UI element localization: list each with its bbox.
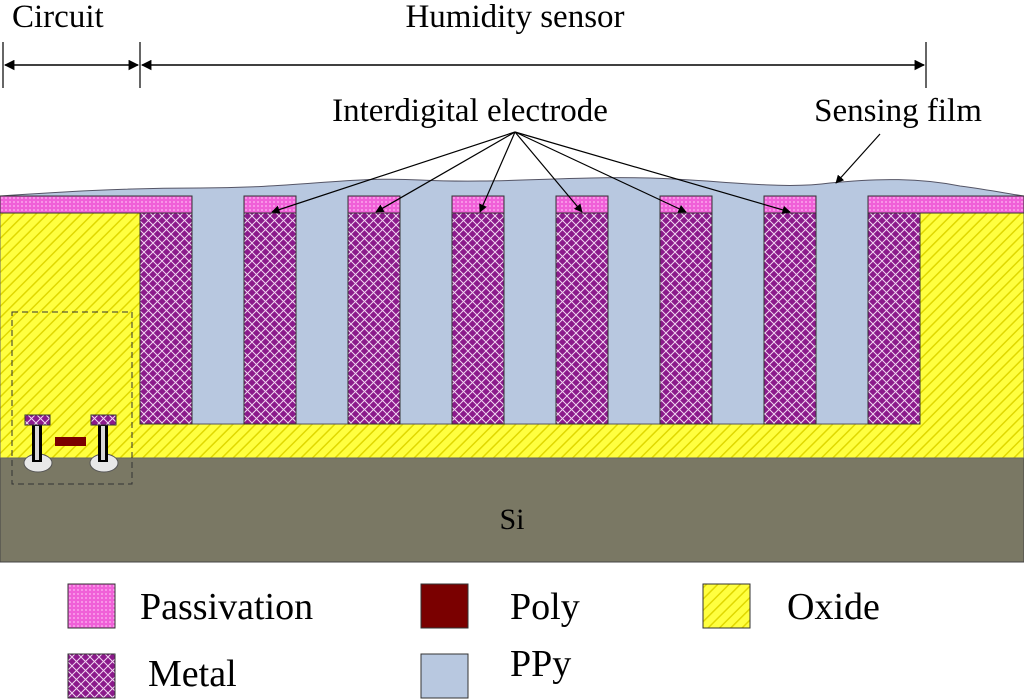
legend-item-metal: Metal — [67, 653, 237, 699]
poly-gate — [55, 437, 86, 446]
metal-block-right — [867, 212, 921, 425]
legend-swatch-ppy — [420, 653, 469, 699]
electrode-leader-lines — [271, 131, 791, 214]
electrode-4 — [555, 212, 609, 425]
drain-metal — [90, 414, 117, 426]
legend-label-ppy: PPy — [510, 643, 571, 685]
circuit-transistor — [11, 311, 133, 485]
circuit-region-outline — [11, 311, 133, 485]
electrode-6 — [763, 212, 817, 425]
passivation-electrode-2 — [347, 195, 401, 214]
legend-label-passivation: Passivation — [140, 586, 313, 628]
metal-block-left — [139, 212, 193, 425]
passivation-electrode-3 — [451, 195, 505, 214]
legend-swatch-metal — [67, 653, 116, 699]
substrate-label: Si — [499, 503, 524, 536]
sensing-film-leader-line — [835, 133, 881, 184]
silicon-substrate — [0, 457, 1024, 563]
legend-item-ppy: PPy — [420, 643, 571, 699]
sensing-film-label: Sensing film — [814, 93, 982, 129]
legend-item-poly: Poly — [420, 583, 580, 629]
passivation-electrode-1 — [243, 195, 297, 214]
drain-contact-core — [101, 426, 105, 460]
electrode-3 — [451, 212, 505, 425]
legend-item-oxide: Oxide — [702, 583, 880, 629]
legend-label-poly: Poly — [510, 586, 580, 628]
passivation-electrode-6 — [763, 195, 817, 214]
legend-item-passivation: Passivation — [67, 583, 313, 629]
legend-label-metal: Metal — [148, 653, 237, 695]
electrode-5 — [659, 212, 713, 425]
legend: Passivation Poly Oxide Metal PPy — [67, 583, 880, 699]
source-contact-core — [35, 426, 39, 460]
humidity-sensor-label: Humidity sensor — [405, 0, 624, 35]
source-metal — [24, 414, 51, 426]
passivation-electrode-4 — [555, 195, 609, 214]
passivation-right — [867, 195, 1024, 214]
electrode-2 — [347, 212, 401, 425]
passivation-electrode-5 — [659, 195, 713, 214]
legend-label-oxide: Oxide — [787, 586, 880, 628]
legend-swatch-passivation — [67, 583, 116, 629]
legend-swatch-poly — [420, 583, 469, 629]
electrode-1 — [243, 212, 297, 425]
circuit-label: Circuit — [12, 0, 104, 35]
passivation-left — [0, 195, 193, 214]
interdigital-electrode-label: Interdigital electrode — [332, 93, 608, 129]
legend-swatch-oxide — [702, 583, 751, 629]
